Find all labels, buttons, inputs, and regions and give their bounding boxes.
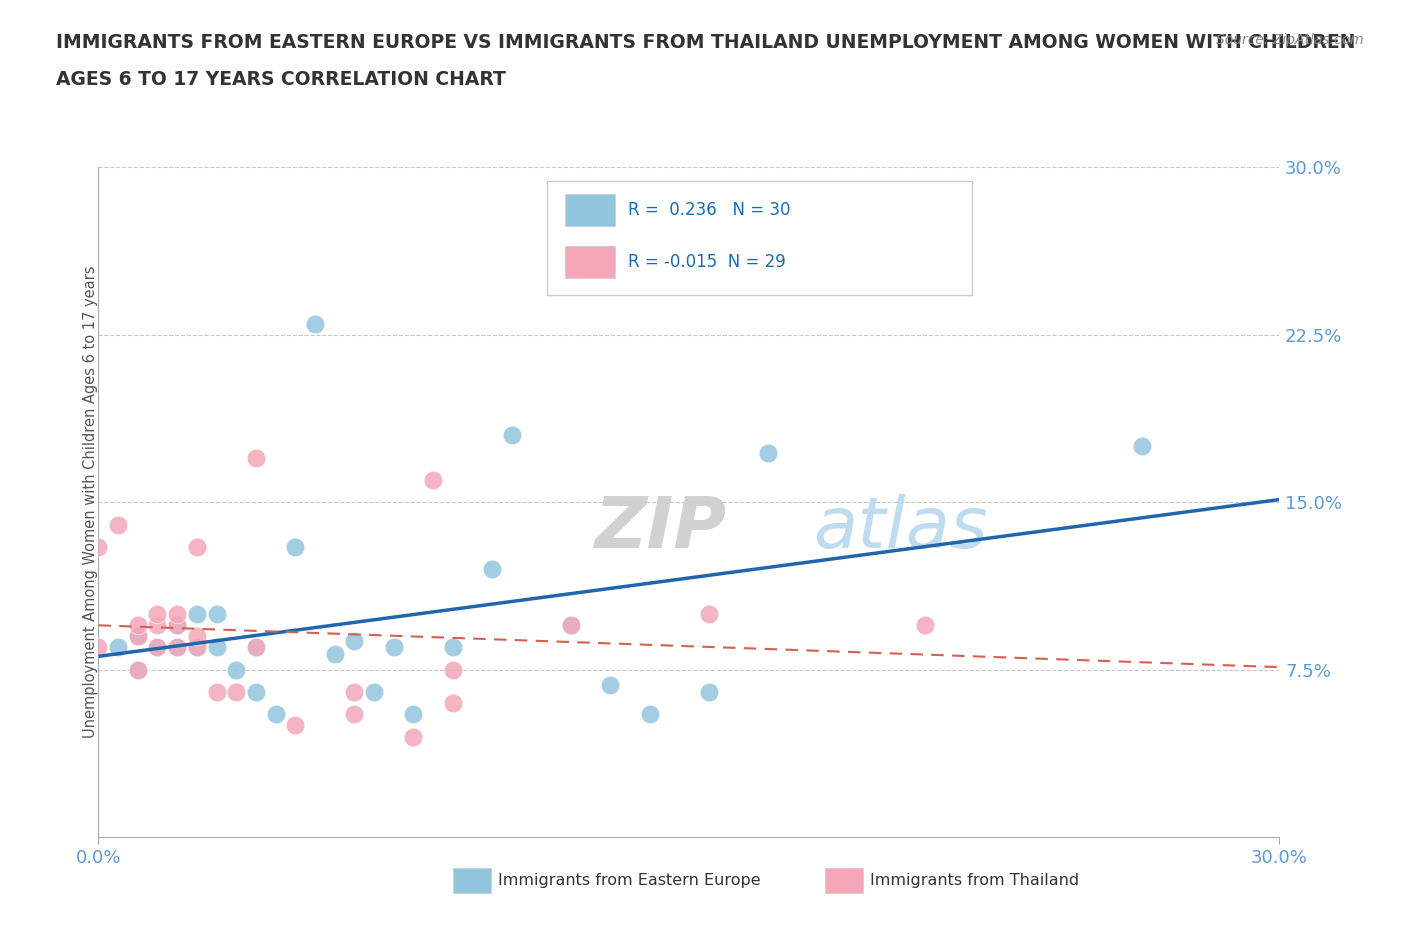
Point: [87, 539, 110, 554]
FancyBboxPatch shape: [547, 180, 973, 295]
Text: ZIP: ZIP: [595, 495, 727, 564]
Point: [343, 633, 366, 648]
Point: [560, 618, 582, 632]
FancyBboxPatch shape: [453, 869, 491, 893]
Point: [304, 316, 326, 331]
Point: [87, 640, 110, 655]
Point: [205, 640, 228, 655]
Point: [284, 718, 307, 733]
Point: [146, 640, 169, 655]
Point: [225, 662, 247, 677]
Point: [186, 539, 208, 554]
Point: [166, 640, 188, 655]
Point: [441, 640, 464, 655]
Point: [205, 606, 228, 621]
Point: [638, 707, 661, 722]
Point: [323, 646, 346, 661]
Point: [127, 618, 149, 632]
Point: [225, 684, 247, 699]
Point: [441, 662, 464, 677]
Point: [127, 629, 149, 644]
Point: [402, 707, 425, 722]
Point: [560, 618, 582, 632]
Point: [245, 640, 267, 655]
Point: [264, 707, 287, 722]
Point: [127, 662, 149, 677]
Point: [186, 640, 208, 655]
Point: [402, 729, 425, 744]
Point: [107, 640, 129, 655]
Point: [599, 678, 621, 693]
Point: [481, 562, 503, 577]
Y-axis label: Unemployment Among Women with Children Ages 6 to 17 years: Unemployment Among Women with Children A…: [83, 266, 97, 738]
Point: [245, 450, 267, 465]
Point: [245, 684, 267, 699]
Point: [146, 606, 169, 621]
Point: [166, 640, 188, 655]
Point: [245, 640, 267, 655]
FancyBboxPatch shape: [565, 246, 614, 278]
Text: Source: ZipAtlas.com: Source: ZipAtlas.com: [1216, 33, 1364, 46]
Point: [756, 445, 779, 460]
FancyBboxPatch shape: [825, 869, 862, 893]
Point: [107, 517, 129, 532]
Point: [501, 428, 523, 443]
Point: [697, 606, 720, 621]
Point: [166, 618, 188, 632]
Point: [166, 618, 188, 632]
Point: [422, 472, 444, 487]
Text: Immigrants from Eastern Europe: Immigrants from Eastern Europe: [498, 873, 761, 888]
Point: [205, 684, 228, 699]
Text: R = -0.015  N = 29: R = -0.015 N = 29: [627, 253, 786, 271]
Point: [186, 640, 208, 655]
Point: [127, 662, 149, 677]
Text: AGES 6 TO 17 YEARS CORRELATION CHART: AGES 6 TO 17 YEARS CORRELATION CHART: [56, 70, 506, 88]
Point: [1130, 439, 1153, 454]
Point: [166, 606, 188, 621]
Point: [146, 640, 169, 655]
Text: IMMIGRANTS FROM EASTERN EUROPE VS IMMIGRANTS FROM THAILAND UNEMPLOYMENT AMONG WO: IMMIGRANTS FROM EASTERN EUROPE VS IMMIGR…: [56, 33, 1355, 51]
Point: [914, 618, 936, 632]
Point: [186, 606, 208, 621]
Point: [343, 707, 366, 722]
FancyBboxPatch shape: [565, 193, 614, 226]
Text: Immigrants from Thailand: Immigrants from Thailand: [870, 873, 1078, 888]
Point: [127, 629, 149, 644]
Text: atlas: atlas: [813, 495, 987, 564]
Point: [146, 618, 169, 632]
Point: [363, 684, 385, 699]
Point: [382, 640, 405, 655]
Text: R =  0.236   N = 30: R = 0.236 N = 30: [627, 201, 790, 219]
Point: [186, 629, 208, 644]
Point: [697, 684, 720, 699]
Point: [343, 684, 366, 699]
Point: [441, 696, 464, 711]
Point: [284, 539, 307, 554]
